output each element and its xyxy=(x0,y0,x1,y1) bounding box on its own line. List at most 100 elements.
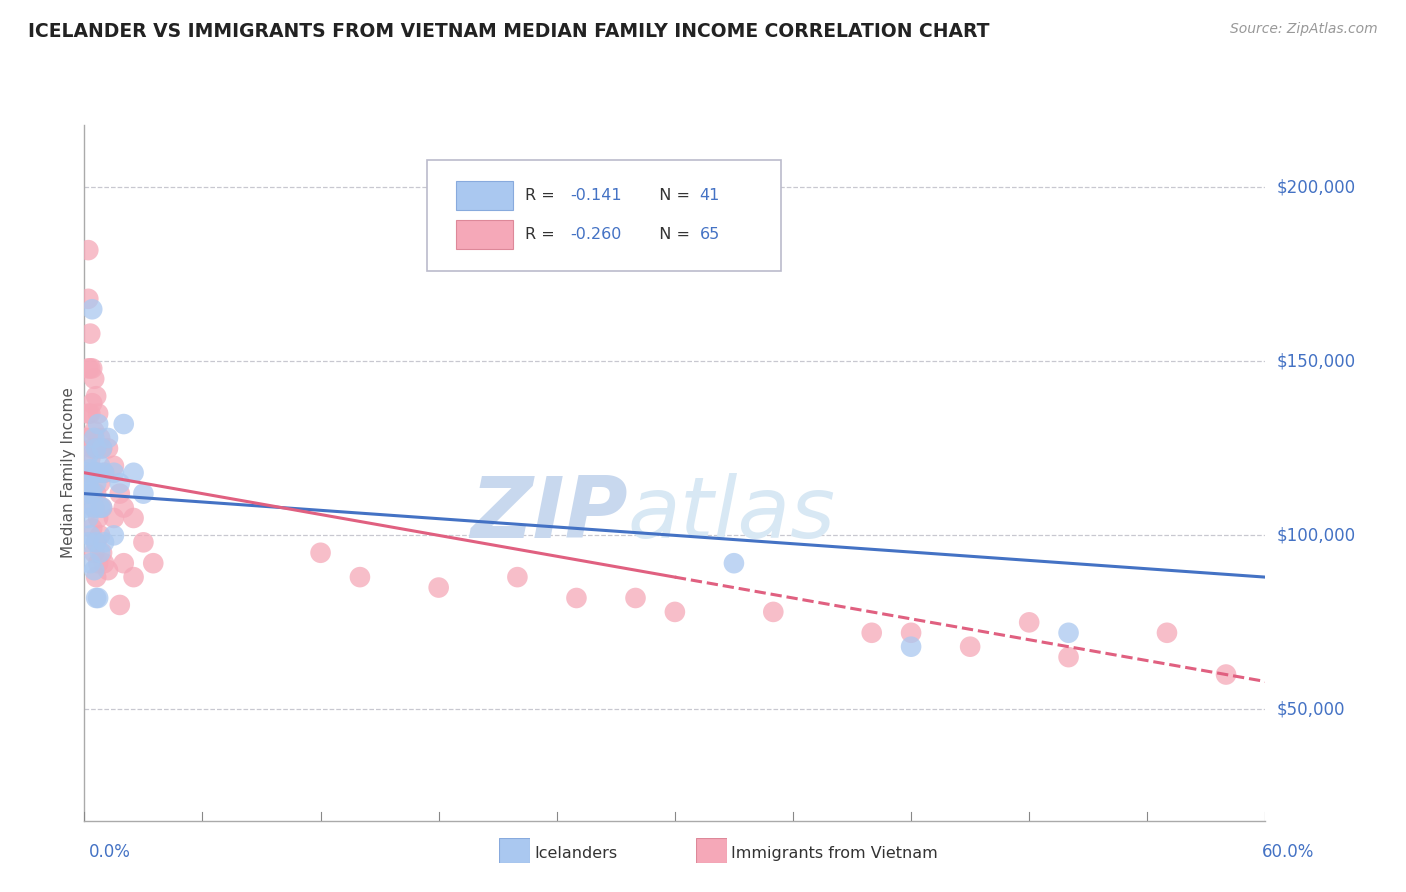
Point xyxy=(77,476,100,491)
Point xyxy=(82,396,104,410)
Text: 0.0%: 0.0% xyxy=(89,843,131,861)
Text: ICELANDER VS IMMIGRANTS FROM VIETNAM MEDIAN FAMILY INCOME CORRELATION CHART: ICELANDER VS IMMIGRANTS FROM VIETNAM MED… xyxy=(28,22,990,41)
Point xyxy=(122,570,145,584)
Point xyxy=(77,448,100,462)
Point xyxy=(108,476,131,491)
Point xyxy=(87,466,110,480)
Point xyxy=(89,431,111,445)
Point xyxy=(112,556,135,570)
Point xyxy=(87,407,110,421)
Point xyxy=(860,625,883,640)
Point xyxy=(108,598,131,612)
Point xyxy=(84,535,107,549)
Point xyxy=(77,361,100,376)
Point xyxy=(132,535,155,549)
Point xyxy=(83,546,105,560)
Text: N =: N = xyxy=(650,187,695,202)
Point xyxy=(87,466,110,480)
Point xyxy=(75,486,97,500)
Bar xyxy=(457,219,513,249)
Text: $150,000: $150,000 xyxy=(1277,352,1355,370)
Point xyxy=(82,486,104,500)
Text: $100,000: $100,000 xyxy=(1277,526,1355,544)
Point xyxy=(506,570,529,584)
Point xyxy=(82,302,104,317)
Point xyxy=(84,570,107,584)
Point xyxy=(89,458,111,473)
Text: Icelanders: Icelanders xyxy=(534,847,617,861)
Point xyxy=(79,326,101,341)
Point xyxy=(83,563,105,577)
Point xyxy=(83,372,105,386)
Point xyxy=(83,431,105,445)
Point xyxy=(84,476,107,491)
Point xyxy=(87,417,110,431)
Point xyxy=(79,462,101,476)
Point xyxy=(1057,625,1080,640)
Point xyxy=(112,417,135,431)
Point xyxy=(91,442,114,456)
Point xyxy=(84,389,107,403)
Point xyxy=(75,431,97,445)
Point xyxy=(83,466,105,480)
Text: 60.0%: 60.0% xyxy=(1263,843,1315,861)
Point xyxy=(75,486,97,500)
Point xyxy=(132,486,155,500)
Text: Immigrants from Vietnam: Immigrants from Vietnam xyxy=(731,847,938,861)
Point xyxy=(84,535,107,549)
Text: 41: 41 xyxy=(700,187,720,202)
Point xyxy=(84,591,107,605)
Point xyxy=(93,556,115,570)
FancyBboxPatch shape xyxy=(427,160,782,271)
Point xyxy=(959,640,981,654)
Point xyxy=(79,556,101,570)
Point xyxy=(93,466,115,480)
Text: $200,000: $200,000 xyxy=(1277,178,1355,196)
Point xyxy=(900,625,922,640)
Text: N =: N = xyxy=(650,227,695,242)
Point xyxy=(349,570,371,584)
Point xyxy=(79,451,101,466)
Point xyxy=(83,500,105,515)
Point xyxy=(900,640,922,654)
Text: atlas: atlas xyxy=(627,473,835,556)
Point xyxy=(565,591,588,605)
Point xyxy=(83,466,105,480)
Point xyxy=(82,442,104,456)
Point xyxy=(108,486,131,500)
Point xyxy=(103,458,125,473)
Point xyxy=(103,466,125,480)
Point xyxy=(89,546,111,560)
Point xyxy=(762,605,785,619)
Point xyxy=(82,361,104,376)
Text: Source: ZipAtlas.com: Source: ZipAtlas.com xyxy=(1230,22,1378,37)
Point xyxy=(79,528,101,542)
Point xyxy=(1215,667,1237,681)
Text: ZIP: ZIP xyxy=(470,473,627,556)
Point xyxy=(82,486,104,500)
Point xyxy=(97,563,120,577)
Point xyxy=(82,521,104,535)
Point xyxy=(91,500,114,515)
Point xyxy=(97,442,120,456)
Point xyxy=(91,546,114,560)
Point xyxy=(77,511,100,525)
Point xyxy=(1057,650,1080,665)
Point xyxy=(112,500,135,515)
Point xyxy=(84,442,107,456)
Point xyxy=(79,407,101,421)
Point xyxy=(83,500,105,515)
Bar xyxy=(457,180,513,210)
Point xyxy=(97,431,120,445)
Point xyxy=(87,511,110,525)
Text: R =: R = xyxy=(524,227,565,242)
Point xyxy=(664,605,686,619)
Point xyxy=(723,556,745,570)
Y-axis label: Median Family Income: Median Family Income xyxy=(60,387,76,558)
Point xyxy=(89,500,111,515)
Point xyxy=(427,581,450,595)
Point xyxy=(91,442,114,456)
Point xyxy=(91,500,114,515)
Point xyxy=(77,535,100,549)
Point xyxy=(1156,625,1178,640)
